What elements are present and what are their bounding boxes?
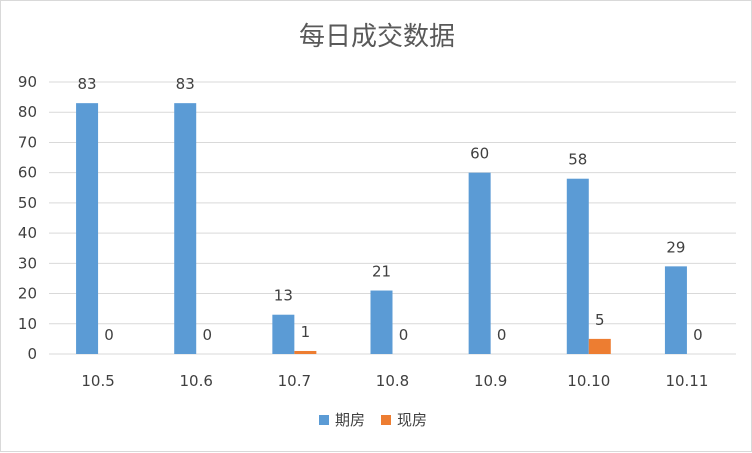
data-label: 0 bbox=[497, 326, 507, 344]
bars bbox=[76, 103, 687, 355]
legend-label: 期房 bbox=[335, 411, 365, 429]
y-tick-label: 0 bbox=[27, 345, 37, 363]
x-tick-label: 10.11 bbox=[665, 372, 708, 390]
bar-series1 bbox=[468, 172, 491, 354]
bar-series2 bbox=[588, 338, 611, 354]
data-label: 83 bbox=[176, 75, 195, 93]
legend-swatch bbox=[319, 415, 329, 425]
data-label: 60 bbox=[470, 145, 489, 163]
chart-title: 每日成交数据 bbox=[299, 22, 455, 52]
bar-series1 bbox=[664, 266, 687, 354]
y-tick-label: 30 bbox=[18, 254, 37, 272]
y-tick-label: 40 bbox=[18, 224, 37, 242]
y-tick-label: 70 bbox=[18, 133, 37, 151]
bar-series1 bbox=[566, 178, 589, 354]
y-tick-label: 10 bbox=[18, 315, 37, 333]
data-label: 1 bbox=[301, 323, 311, 341]
data-label: 0 bbox=[399, 326, 409, 344]
bar-series1 bbox=[272, 314, 295, 354]
legend-swatch bbox=[381, 415, 391, 425]
y-tick-label: 50 bbox=[18, 194, 37, 212]
data-label: 5 bbox=[595, 311, 605, 329]
gridlines bbox=[49, 81, 736, 355]
data-label: 21 bbox=[372, 263, 391, 281]
data-label: 83 bbox=[78, 75, 97, 93]
x-tick-label: 10.5 bbox=[81, 372, 114, 390]
data-labels: 83 0 83 0 13 1 21 0 60 0 58 5 29 0 bbox=[78, 75, 703, 344]
data-label: 58 bbox=[568, 151, 587, 169]
y-tick-label: 90 bbox=[18, 73, 37, 91]
x-tick-label: 10.6 bbox=[180, 372, 213, 390]
legend-label: 现房 bbox=[397, 411, 427, 429]
x-tick-label: 10.8 bbox=[376, 372, 409, 390]
data-label: 0 bbox=[202, 326, 212, 344]
x-tick-label: 10.7 bbox=[278, 372, 311, 390]
x-tick-label: 10.10 bbox=[567, 372, 610, 390]
legend: 期房 现房 bbox=[319, 411, 427, 429]
y-tick-label: 20 bbox=[18, 285, 37, 303]
y-axis: 0 10 20 30 40 50 60 70 80 90 bbox=[18, 73, 37, 363]
data-label: 13 bbox=[274, 287, 293, 305]
y-tick-label: 80 bbox=[18, 103, 37, 121]
data-label: 0 bbox=[693, 326, 703, 344]
bar-series1 bbox=[174, 103, 197, 355]
bar-series2 bbox=[294, 350, 317, 354]
y-tick-label: 60 bbox=[18, 164, 37, 182]
data-label: 29 bbox=[666, 238, 685, 256]
bar-series1 bbox=[76, 103, 99, 355]
data-label: 0 bbox=[104, 326, 114, 344]
bar-series1 bbox=[370, 290, 393, 354]
x-tick-label: 10.9 bbox=[474, 372, 507, 390]
x-axis: 10.5 10.6 10.7 10.8 10.9 10.10 10.11 bbox=[81, 372, 708, 390]
